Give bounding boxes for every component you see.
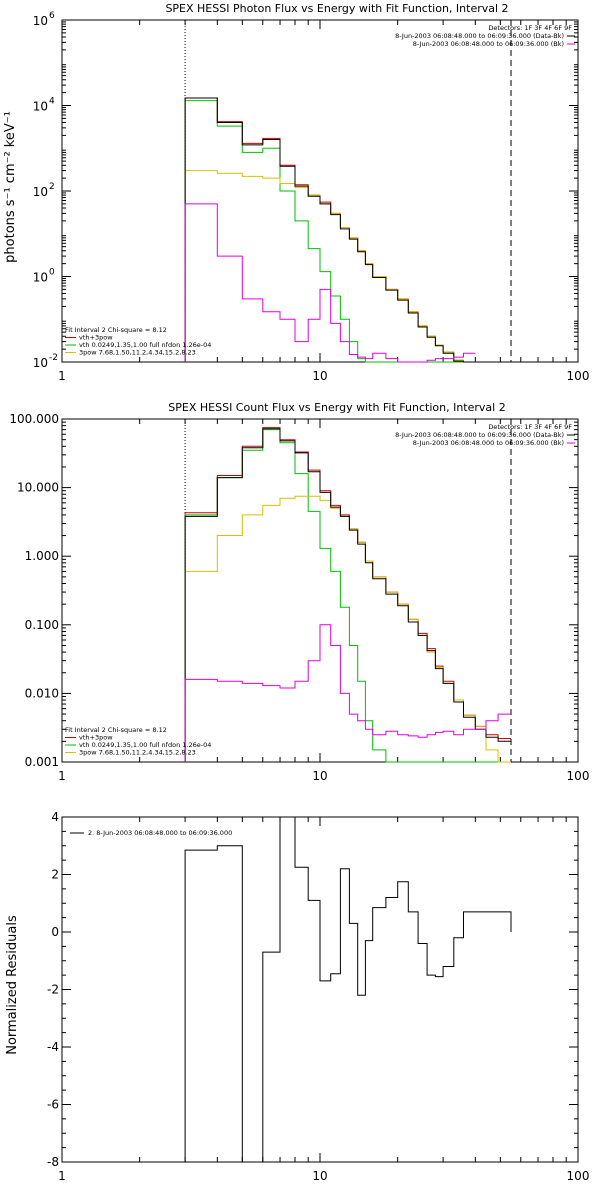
- series-line-vth-0-0249-1-35-1-00-full-nfdon-1-26e-04: [184, 429, 511, 763]
- legend-bk-entry: 8-Jun-2003 06:08:48.000 to 06:09:36.000 …: [413, 439, 564, 447]
- legend-fit-entry: 3pow 7.68,1.50,11.2,4.34,15.2,8.23: [79, 749, 196, 757]
- y-tick-base: 10: [33, 271, 48, 285]
- residuals-legend: 2. 8-Jun-2003 06:08:48.000 to 06:09:36.0…: [70, 829, 232, 837]
- series-line-3pow-7-68-1-50-11-2-4-34-15-2-8-23: [184, 495, 511, 763]
- series-line-3pow-7-68-1-50-11-2-4-34-15-2-8-23: [184, 170, 476, 363]
- y-tick-label: -6: [47, 1098, 59, 1112]
- x-tick-label: 1: [58, 769, 66, 783]
- y-tick-base: 10: [33, 100, 48, 114]
- x-tick-label: 10: [312, 369, 327, 383]
- y-tick-exponent: -2: [49, 353, 58, 363]
- residuals-y-axis-title: Normalized Residuals: [5, 915, 20, 1055]
- y-tick-label: 4: [51, 810, 59, 824]
- legend-fit-entry: vth+3pow: [79, 734, 113, 742]
- y-tick-label: 10 -2: [33, 353, 58, 370]
- legend-data-entry: 8-Jun-2003 06:08:48.000 to 06:09:36.000 …: [395, 431, 564, 439]
- legend-fit-entry: vth+3pow: [79, 334, 113, 342]
- y-tick-base: 10: [33, 185, 48, 199]
- legend-bk-entry: 8-Jun-2003 06:08:48.000 to 06:09:36.000 …: [413, 40, 564, 48]
- y-tick-label: 10 0: [33, 268, 55, 285]
- series-line-8-jun-2003-06-08-48-000-to-06-09-36-000-: [184, 203, 476, 363]
- photon-legend-bottom: Fit Interval 2 Chi-square = 8.12vth+3pow…: [65, 326, 211, 357]
- y-tick-exponent: 4: [49, 97, 55, 107]
- x-tick-label: 100: [567, 369, 590, 383]
- x-tick-label: 100: [567, 769, 590, 783]
- y-tick-exponent: 0: [49, 268, 55, 278]
- count-legend-bottom: Fit Interval 2 Chi-square = 8.12vth+3pow…: [65, 726, 211, 757]
- legend-residual-entry: 2. 8-Jun-2003 06:08:48.000 to 06:09:36.0…: [88, 829, 232, 837]
- x-tick-label: 10: [312, 769, 327, 783]
- legend-fit-entry: vth 0.0249,1.35,1.00 full nfdon 1.26e-04: [79, 341, 211, 349]
- legend-detectors: Detectors: 1F 3F 4F 6F 9F: [488, 423, 572, 431]
- y-tick-label: -2: [47, 983, 59, 997]
- count-legend-top: Detectors: 1F 3F 4F 6F 9F8-Jun-2003 06:0…: [395, 423, 575, 447]
- y-tick-label: 10 2: [33, 182, 55, 199]
- y-tick-label: -4: [47, 1040, 59, 1054]
- y-tick-base: 10: [33, 356, 48, 370]
- legend-data-entry: 8-Jun-2003 06:08:48.000 to 06:09:36.000 …: [395, 32, 564, 40]
- y-tick-label: 10 6: [33, 11, 55, 28]
- x-tick-label: 10: [312, 1169, 327, 1183]
- series-line-8-jun-2003-06-08-48-000-to-06-09-36-000-: [184, 97, 476, 363]
- photon-legend-top: Detectors: 1F 3F 4F 6F 9F8-Jun-2003 06:0…: [395, 24, 575, 48]
- count-chart-title: SPEX HESSI Count Flux vs Energy with Fit…: [168, 401, 505, 414]
- x-tick-label: 1: [58, 369, 66, 383]
- y-tick-label: 1.000: [25, 549, 59, 563]
- y-tick-label: -8: [47, 1155, 59, 1169]
- y-tick-label: 0.001: [25, 755, 59, 769]
- y-tick-label: 0.100: [25, 618, 59, 632]
- legend-fit-entry: 3pow 7.68,1.50,11.2,4.34,15.2,8.23: [79, 349, 196, 357]
- legend-fit-entry: Fit Interval 2 Chi-square = 8.12: [65, 726, 167, 734]
- y-tick-label: 0: [51, 925, 59, 939]
- photon-y-axis-title: photons s⁻¹ cm⁻² keV⁻¹: [3, 111, 18, 263]
- y-tick-exponent: 6: [49, 11, 55, 21]
- photon-chart-title: SPEX HESSI Photon Flux vs Energy with Fi…: [165, 2, 508, 15]
- photon-flux-panel: SPEX HESSI Photon Flux vs Energy with Fi…: [3, 2, 589, 383]
- y-tick-label: 10 4: [33, 97, 55, 114]
- y-tick-base: 10: [33, 14, 48, 28]
- y-tick-label: 10.000: [17, 481, 59, 495]
- legend-detectors: Detectors: 1F 3F 4F 6F 9F: [488, 24, 572, 32]
- residuals-panel: Normalized Residuals 1 10 100 -8 -6 -4 -2 0 2 4 2…: [5, 810, 589, 1183]
- y-tick-label: 100.000: [9, 412, 59, 426]
- y-tick-label: 2: [51, 868, 59, 882]
- y-tick-exponent: 2: [49, 182, 55, 192]
- x-tick-label: 100: [567, 1169, 590, 1183]
- legend-fit-entry: Fit Interval 2 Chi-square = 8.12: [65, 326, 167, 334]
- legend-fit-entry: vth 0.0249,1.35,1.00 full nfdon 1.26e-04: [79, 741, 211, 749]
- y-tick-label: 0.010: [25, 686, 59, 700]
- residuals-y-axis-label: Normalized Residuals: [5, 915, 20, 1055]
- series-line-8-jun-2003-06-08-48-000-to-06-09-36-000-: [184, 624, 511, 762]
- photon-y-axis-label: photons s⁻¹ cm⁻² keV⁻¹: [3, 111, 18, 263]
- plot-frame: [61, 816, 579, 1163]
- series-line-8-jun-2003-06-08-48-000-to-06-09-36-000-: [184, 428, 511, 762]
- count-flux-panel: SPEX HESSI Count Flux vs Energy with Fit…: [9, 401, 589, 783]
- series-line-2-8-jun-2003-06-08-48-000-to-06-09-36-00: [184, 816, 512, 1163]
- x-tick-label: 1: [58, 1169, 66, 1183]
